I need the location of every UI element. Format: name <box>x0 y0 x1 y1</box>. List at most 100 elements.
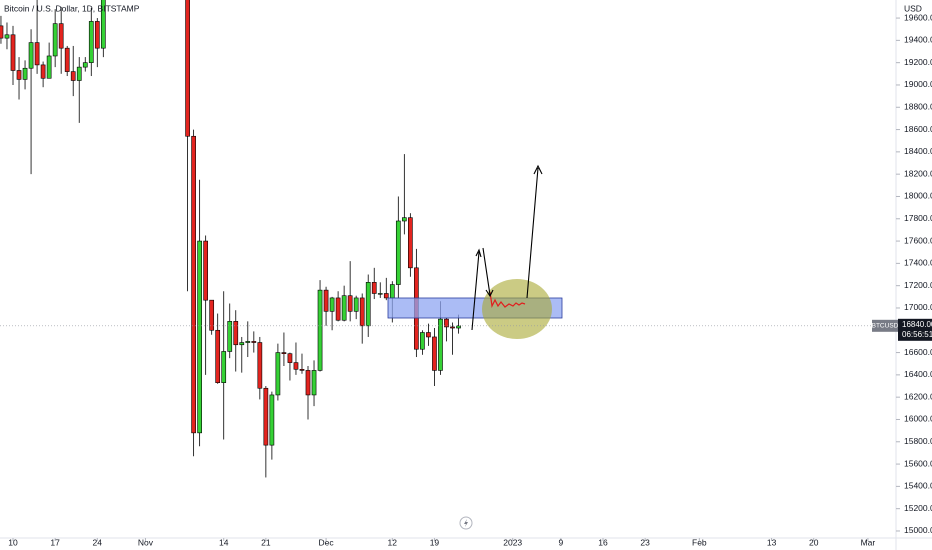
countdown-label: 06:56:51 <box>902 330 932 339</box>
symbol-label: BTCUSD <box>872 323 899 330</box>
candle-body <box>353 297 359 312</box>
candle-body <box>317 289 323 371</box>
candle-body <box>52 23 58 57</box>
candle-body <box>293 362 299 370</box>
candle-body <box>347 295 353 312</box>
candle-body <box>371 282 377 294</box>
y-tick-label: 19000.00 <box>904 79 932 89</box>
candle-body <box>359 297 365 327</box>
y-tick-label: 15800.00 <box>904 436 932 446</box>
last-price-box <box>898 318 932 341</box>
x-tick-label: 14 <box>219 537 229 547</box>
x-tick-label: 23 <box>640 537 650 547</box>
candle-body <box>40 64 46 79</box>
candle-body <box>257 342 263 389</box>
candle-body <box>227 321 233 352</box>
y-tick-label: 15200.00 <box>904 503 932 513</box>
candle-body <box>76 66 82 81</box>
snapshot-icon[interactable] <box>459 516 473 530</box>
x-tick-label: Nov <box>138 537 154 547</box>
candle-body <box>0 25 4 39</box>
y-tick-label: 19600.00 <box>904 12 932 22</box>
x-tick-label: 12 <box>388 537 398 547</box>
candle-body <box>4 34 10 39</box>
y-tick-label: 18400.00 <box>904 146 932 156</box>
x-tick-label: Dec <box>319 537 335 547</box>
candle-body <box>395 220 401 285</box>
candle-body <box>28 42 34 69</box>
y-tick-label: 18200.00 <box>904 168 932 178</box>
candle-body <box>251 341 257 343</box>
currency-label: USD <box>904 3 922 13</box>
y-tick-label: 15000.00 <box>904 525 932 535</box>
chart-title: Bitcoin / U.S. Dollar, 1D, BITSTAMP <box>4 3 140 13</box>
candle-body <box>323 289 329 312</box>
candle-body <box>275 352 281 396</box>
y-tick-label: 17000.00 <box>904 302 932 312</box>
candle-body <box>239 342 245 346</box>
candle-body <box>100 0 106 49</box>
candle-body <box>420 332 425 350</box>
candle-body <box>311 370 317 396</box>
candle-body <box>70 71 76 81</box>
x-tick-label: 10 <box>8 537 18 547</box>
candle-body <box>233 321 239 346</box>
y-tick-label: 16000.00 <box>904 414 932 424</box>
candle-body <box>58 23 64 49</box>
x-tick-label: 24 <box>93 537 103 547</box>
x-tick-label: 16 <box>598 537 608 547</box>
candle-body <box>335 297 341 321</box>
x-tick-label: 2023 <box>503 537 522 547</box>
y-tick-label: 18600.00 <box>904 124 932 134</box>
x-tick-label: 9 <box>558 537 563 547</box>
arrow-path-1 <box>471 247 494 331</box>
candle-body <box>432 336 437 371</box>
y-tick-label: 16400.00 <box>904 369 932 379</box>
y-tick-label: 15400.00 <box>904 481 932 491</box>
candle-body <box>450 326 455 329</box>
y-tick-label: 15600.00 <box>904 458 932 468</box>
candle-body <box>94 21 100 49</box>
candle-body <box>287 353 293 363</box>
x-tick-label: 17 <box>50 537 60 547</box>
price-sketch <box>489 291 526 308</box>
x-tick-label: 20 <box>809 537 819 547</box>
candle-body <box>245 341 251 343</box>
candle-body <box>365 282 371 327</box>
candle-body <box>209 299 215 331</box>
y-tick-label: 19200.00 <box>904 57 932 67</box>
y-tick-label: 16200.00 <box>904 391 932 401</box>
candle-body <box>305 370 311 396</box>
candle-body <box>215 329 221 383</box>
x-tick-label: 13 <box>767 537 777 547</box>
candle-body <box>269 394 275 446</box>
y-tick-label: 17800.00 <box>904 213 932 223</box>
x-tick-label: 21 <box>261 537 271 547</box>
y-tick-label: 17600.00 <box>904 235 932 245</box>
candle-body <box>438 318 443 371</box>
candle-body <box>401 217 407 222</box>
candle-body <box>22 67 28 80</box>
symbol-label-box <box>872 319 898 332</box>
candle-body <box>197 240 202 434</box>
candle-body <box>383 293 389 299</box>
candle-body <box>329 297 335 312</box>
candle-body <box>16 70 22 80</box>
candle-body <box>389 284 395 299</box>
y-tick-label: 19400.00 <box>904 35 932 45</box>
candle-body <box>263 387 269 446</box>
candle-body <box>281 352 287 354</box>
candle-body <box>34 42 40 66</box>
candle-body <box>82 62 88 68</box>
y-tick-label: 18000.00 <box>904 191 932 201</box>
y-tick-label: 17200.00 <box>904 280 932 290</box>
candle-body <box>203 240 209 301</box>
candle-body <box>444 318 449 328</box>
candle-body <box>456 325 461 329</box>
y-tick-label: 16600.00 <box>904 347 932 357</box>
y-tick-label: 17400.00 <box>904 258 932 268</box>
candle-body <box>341 295 347 321</box>
candle-body <box>191 135 196 434</box>
